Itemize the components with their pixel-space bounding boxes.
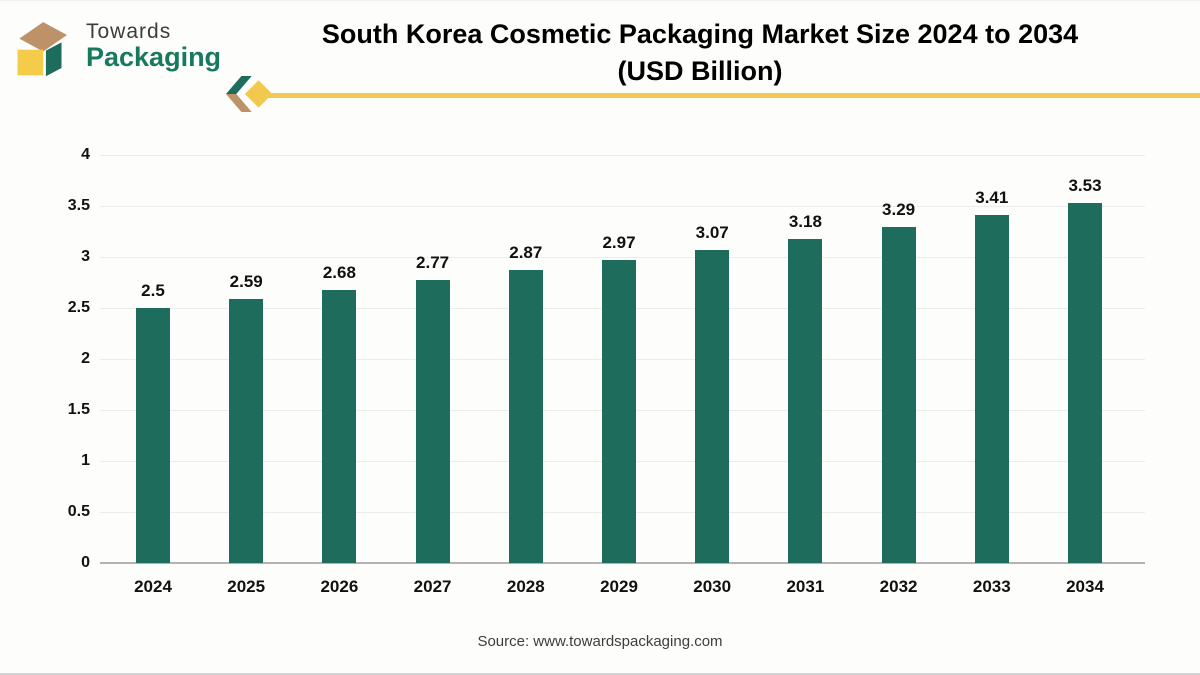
x-tick-label: 2027 bbox=[413, 577, 452, 596]
bar-value-label: 2.77 bbox=[416, 253, 450, 273]
bar-2030 bbox=[695, 249, 730, 563]
bar-2025 bbox=[229, 298, 264, 563]
source-attribution: Source: www.towardspackaging.com bbox=[477, 633, 723, 650]
chevron-diamond-icon bbox=[226, 76, 273, 112]
x-tick-label: 2026 bbox=[320, 577, 359, 596]
bar-2028 bbox=[508, 270, 543, 563]
bar-2029 bbox=[602, 260, 636, 563]
y-tick-label: 3.5 bbox=[67, 197, 90, 214]
y-tick-label: 4 bbox=[81, 146, 90, 163]
header-divider-line bbox=[262, 93, 1200, 98]
brand-name-top: Towards bbox=[86, 19, 172, 43]
x-tick-label: 2029 bbox=[600, 577, 638, 596]
bar-value-label: 3.07 bbox=[695, 222, 729, 242]
bar-2027 bbox=[415, 280, 450, 563]
x-tick-label: 2034 bbox=[1066, 577, 1104, 596]
y-tick-label: 2 bbox=[81, 350, 90, 367]
gridline bbox=[100, 257, 1145, 258]
y-tick-label: 0 bbox=[81, 554, 90, 571]
bar-value-label: 2.68 bbox=[322, 262, 356, 282]
y-tick-label: 0.5 bbox=[67, 503, 90, 520]
x-tick-label: 2032 bbox=[879, 577, 918, 596]
bar-2032 bbox=[881, 227, 916, 563]
bar-2033 bbox=[974, 215, 1009, 563]
page-title-line2: (USD Billion) bbox=[617, 56, 783, 87]
packaging-box-icon bbox=[17, 22, 67, 77]
x-tick-label: 2033 bbox=[972, 577, 1011, 596]
gridline bbox=[100, 206, 1145, 207]
bar-chart-plot-area: 2.5 2.59 2.68 2.77 2.87 2.97 3.07 3.18 3.29 3.41 3… bbox=[100, 155, 1145, 564]
x-tick-label: 2031 bbox=[786, 577, 825, 596]
brand-logo: Towards Packaging bbox=[14, 13, 221, 79]
bar-value-label: 3.53 bbox=[1068, 175, 1102, 195]
x-tick-label: 2024 bbox=[134, 577, 172, 596]
bar-2024 bbox=[136, 308, 170, 563]
bar-value-label: 3.18 bbox=[788, 211, 822, 231]
y-tick-label: 2.5 bbox=[67, 299, 90, 316]
bar-2026 bbox=[322, 289, 357, 563]
bar-value-label: 3.41 bbox=[975, 188, 1009, 208]
y-tick-label: 1.5 bbox=[67, 401, 90, 418]
x-tick-label: 2025 bbox=[227, 577, 266, 596]
x-axis-baseline bbox=[100, 562, 1145, 564]
x-tick-label: 2030 bbox=[693, 577, 732, 596]
brand-wordmark: Towards Packaging bbox=[86, 20, 221, 73]
bar-2034 bbox=[1068, 202, 1102, 563]
page-title-line1: South Korea Cosmetic Packaging Market Si… bbox=[321, 19, 1079, 49]
y-tick-label: 1 bbox=[81, 452, 90, 469]
y-tick-label: 3 bbox=[81, 248, 90, 265]
bar-value-label: 3.29 bbox=[882, 200, 916, 220]
brand-name-bottom: Packaging bbox=[86, 41, 222, 72]
bar-value-label: 2.87 bbox=[509, 243, 543, 263]
bar-value-label: 2.5 bbox=[141, 281, 165, 300]
x-tick-label: 2028 bbox=[506, 577, 545, 596]
bar-value-label: 2.59 bbox=[229, 271, 263, 291]
bar-value-label: 2.97 bbox=[602, 233, 636, 253]
gridline bbox=[100, 155, 1145, 156]
page-title: South Korea Cosmetic Packaging Market Si… bbox=[250, 15, 1150, 89]
bar-2031 bbox=[788, 238, 823, 563]
